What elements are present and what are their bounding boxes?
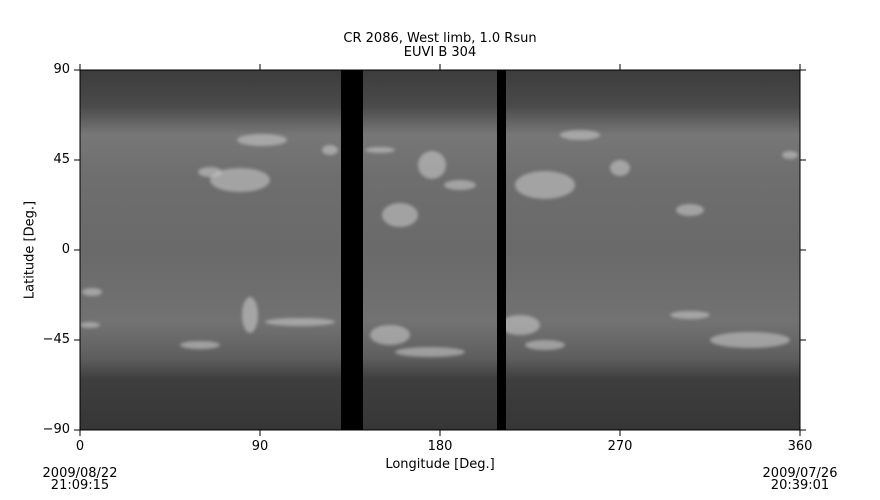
bright-feature	[265, 318, 335, 326]
bright-feature	[676, 204, 704, 216]
y-tick-label: 45	[53, 152, 70, 167]
y-tick-label: −90	[42, 422, 70, 437]
bright-feature	[560, 130, 600, 140]
x-tick-label: 90	[251, 439, 269, 454]
y-axis-label: Latitude [Deg.]	[22, 200, 38, 300]
bright-feature	[370, 325, 410, 345]
map-image	[80, 70, 800, 430]
y-tick-label: 90	[53, 62, 70, 77]
x-axis-label: Longitude [Deg.]	[385, 457, 495, 472]
x-tick-label: 180	[427, 439, 453, 454]
start-time: 21:09:15	[50, 478, 110, 493]
bright-feature	[670, 311, 710, 319]
bright-feature	[444, 180, 476, 190]
chart-title: CR 2086, West limb, 1.0 Rsun	[343, 31, 537, 46]
data-gap	[341, 70, 363, 430]
data-gap	[497, 70, 506, 430]
end-date: 2009/07/26	[762, 466, 838, 481]
bright-feature	[525, 340, 565, 350]
chart-subtitle: EUVI B 304	[403, 45, 477, 60]
bright-feature	[782, 151, 798, 159]
bright-feature	[365, 147, 395, 153]
bright-feature	[242, 297, 258, 333]
x-tick-label: 270	[607, 439, 633, 454]
bright-feature	[82, 288, 102, 296]
bright-feature	[198, 167, 222, 177]
bright-feature	[500, 315, 540, 335]
x-tick-label: 0	[75, 439, 85, 454]
bright-feature	[515, 171, 575, 199]
bright-feature	[710, 332, 790, 348]
bright-feature	[382, 203, 418, 227]
bright-feature	[322, 145, 338, 155]
bright-feature	[610, 160, 630, 176]
bright-feature	[237, 134, 287, 146]
x-tick-label: 360	[787, 439, 813, 454]
bright-feature	[395, 347, 465, 357]
bright-feature	[210, 168, 270, 192]
bright-feature	[418, 151, 446, 179]
bright-feature	[80, 322, 100, 328]
y-tick-label: −45	[42, 332, 70, 347]
start-date: 2009/08/22	[42, 466, 118, 481]
y-tick-label: 0	[61, 242, 70, 257]
bright-feature	[180, 341, 220, 349]
end-time: 20:39:01	[770, 478, 830, 493]
